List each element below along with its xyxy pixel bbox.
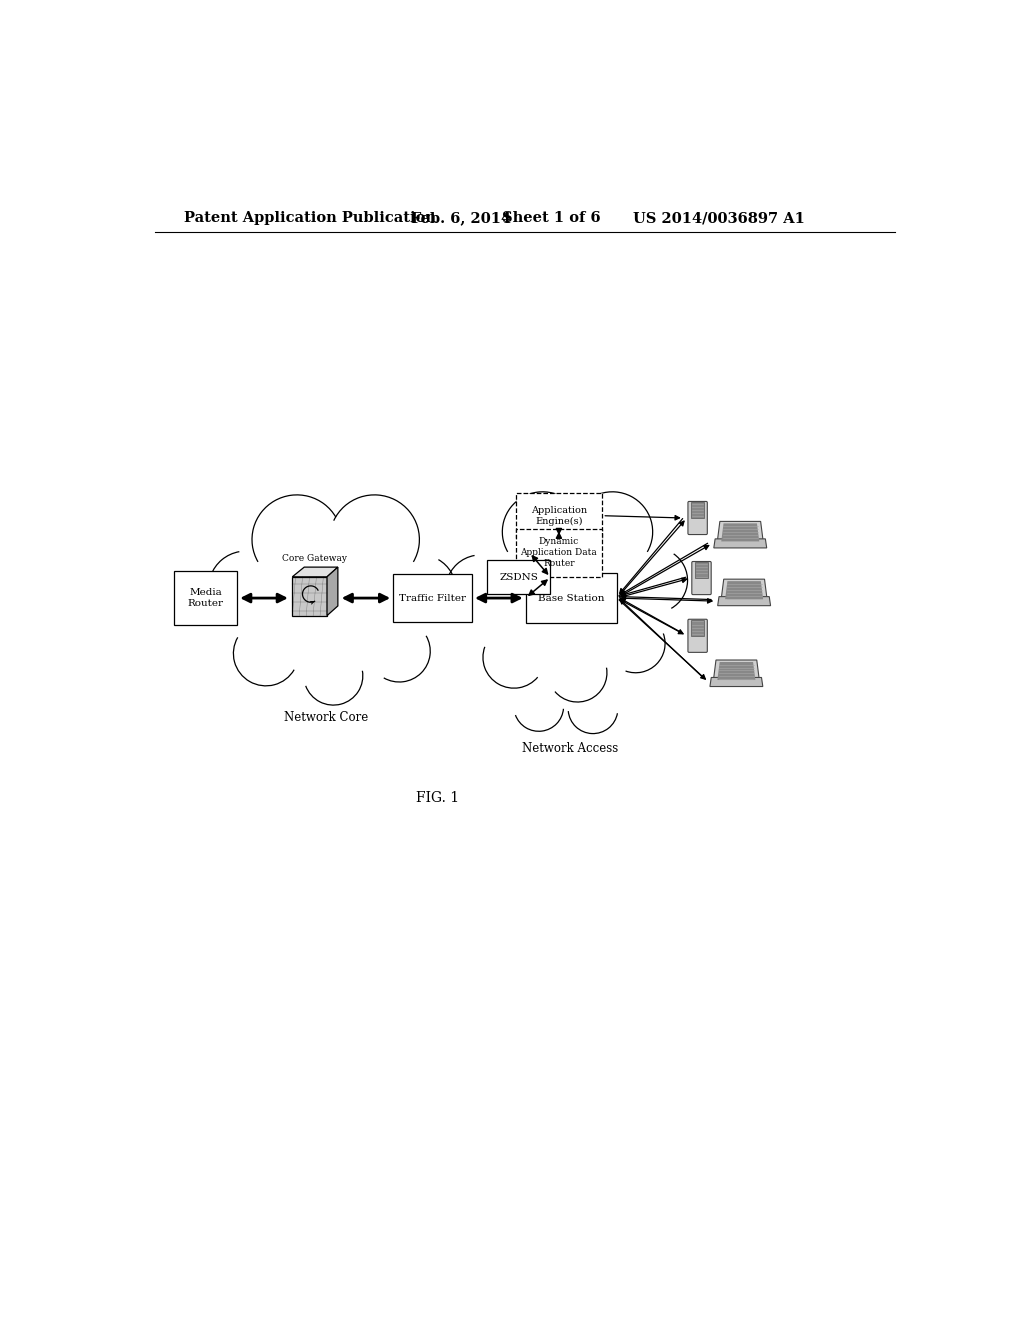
FancyBboxPatch shape — [515, 529, 602, 577]
Circle shape — [233, 622, 299, 686]
Text: Sheet 1 of 6: Sheet 1 of 6 — [502, 211, 600, 226]
FancyBboxPatch shape — [695, 562, 708, 578]
Circle shape — [483, 627, 545, 688]
Polygon shape — [713, 660, 760, 682]
Polygon shape — [327, 568, 338, 615]
Polygon shape — [721, 579, 767, 601]
Polygon shape — [718, 663, 756, 680]
Text: Network Access: Network Access — [521, 742, 617, 755]
Circle shape — [304, 647, 362, 705]
FancyBboxPatch shape — [691, 502, 703, 517]
Circle shape — [252, 495, 342, 585]
Text: ZSDNS: ZSDNS — [499, 573, 538, 582]
Text: Dynamic
Application Data
Router: Dynamic Application Data Router — [520, 537, 597, 568]
Circle shape — [568, 684, 617, 734]
FancyBboxPatch shape — [174, 572, 238, 626]
Text: Network Core: Network Core — [284, 711, 368, 725]
Circle shape — [209, 552, 283, 626]
Text: Traffic Filter: Traffic Filter — [399, 594, 466, 602]
Circle shape — [369, 620, 430, 682]
Text: Patent Application Publication: Patent Application Publication — [183, 211, 436, 226]
Circle shape — [445, 554, 515, 624]
Polygon shape — [718, 597, 771, 606]
Circle shape — [330, 495, 420, 585]
Circle shape — [572, 492, 652, 572]
Circle shape — [548, 644, 607, 702]
Polygon shape — [721, 524, 759, 541]
Text: US 2014/0036897 A1: US 2014/0036897 A1 — [633, 211, 805, 226]
Polygon shape — [292, 568, 338, 577]
FancyBboxPatch shape — [688, 619, 708, 652]
FancyBboxPatch shape — [692, 561, 712, 594]
FancyBboxPatch shape — [515, 494, 602, 539]
Polygon shape — [292, 577, 327, 615]
Polygon shape — [714, 539, 767, 548]
FancyBboxPatch shape — [525, 573, 617, 623]
Text: FIG. 1: FIG. 1 — [417, 791, 460, 804]
Polygon shape — [725, 581, 763, 599]
Circle shape — [623, 548, 687, 612]
Text: Feb. 6, 2014: Feb. 6, 2014 — [411, 211, 511, 226]
Circle shape — [386, 554, 456, 624]
FancyBboxPatch shape — [486, 561, 550, 594]
FancyBboxPatch shape — [393, 574, 472, 622]
Circle shape — [503, 492, 583, 572]
Polygon shape — [717, 521, 764, 544]
Circle shape — [514, 682, 563, 731]
Polygon shape — [710, 677, 763, 686]
FancyBboxPatch shape — [688, 502, 708, 535]
Circle shape — [606, 614, 665, 673]
Text: Base Station: Base Station — [538, 594, 604, 602]
Text: Core Gateway: Core Gateway — [282, 554, 346, 564]
Text: Media
Router: Media Router — [187, 587, 223, 609]
FancyBboxPatch shape — [691, 620, 703, 636]
Text: Application
Engine(s): Application Engine(s) — [530, 506, 587, 525]
